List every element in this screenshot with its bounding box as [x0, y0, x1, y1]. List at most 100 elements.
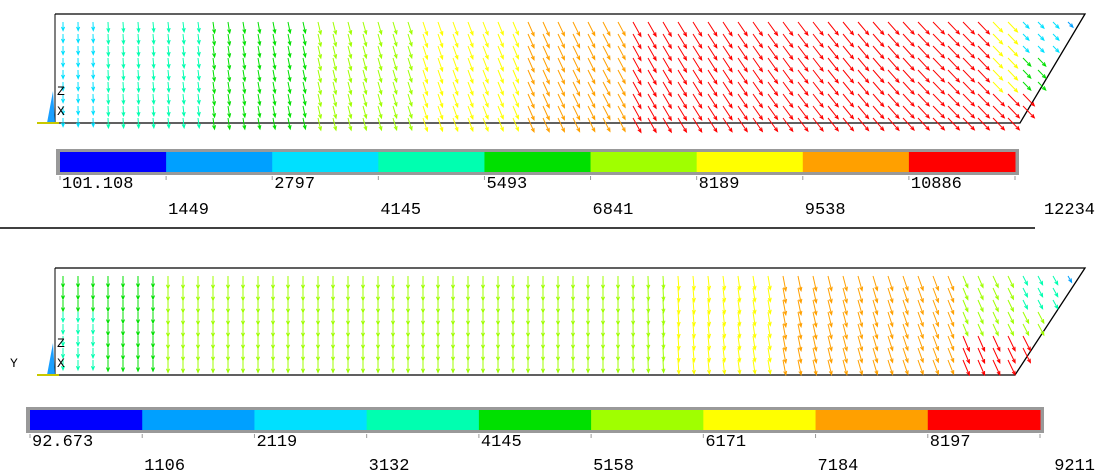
vector-arrow: [285, 312, 291, 326]
vector-arrow: [467, 69, 474, 85]
vector-arrow: [572, 105, 581, 121]
vector-arrow: [676, 323, 681, 340]
vector-arrow: [677, 21, 688, 38]
vector-arrow: [992, 347, 1001, 365]
vector-arrow: [842, 21, 855, 36]
vector-arrow: [75, 348, 81, 360]
triad: [47, 343, 55, 375]
vector-arrow: [872, 287, 879, 304]
vector-arrow: [360, 288, 366, 302]
vector-arrow: [330, 276, 336, 290]
vector-arrow: [1007, 33, 1019, 45]
vector-arrow: [617, 69, 626, 85]
vector-arrow: [180, 360, 186, 374]
vector-arrow: [495, 276, 501, 290]
vector-arrow: [615, 360, 621, 374]
vector-arrow: [525, 276, 531, 290]
vector-arrow: [767, 105, 779, 121]
vector-arrow: [75, 312, 81, 324]
vector-arrow: [362, 117, 368, 132]
vector-arrow: [392, 93, 398, 108]
legend-label: 4145: [380, 201, 421, 220]
vector-arrow: [105, 324, 111, 337]
vector-arrow: [570, 300, 576, 314]
vector-arrow: [1007, 57, 1019, 69]
vector-arrow: [812, 105, 824, 120]
vector-arrow: [872, 33, 885, 48]
vector-arrow: [887, 359, 894, 376]
vector-arrow: [570, 336, 576, 350]
vector-arrow: [270, 360, 276, 374]
vector-arrow: [465, 300, 471, 314]
legend-label: 5493: [486, 175, 527, 194]
vector-arrow: [917, 323, 924, 340]
vector-arrow: [106, 45, 111, 58]
vector-arrow: [797, 323, 803, 341]
vector-arrow: [91, 33, 96, 44]
vector-arrow: [240, 312, 246, 326]
legend-label: 8189: [699, 175, 740, 194]
vector-arrow: [587, 69, 596, 85]
vector-arrow: [752, 335, 757, 351]
vector-arrow: [872, 81, 885, 96]
vector-arrow: [227, 105, 232, 119]
vector-arrow: [90, 288, 96, 301]
vector-arrow: [106, 81, 111, 94]
vector-arrow: [932, 323, 940, 340]
vector-arrow: [195, 348, 201, 362]
vector-arrow: [600, 360, 606, 374]
vector-arrow: [707, 311, 712, 328]
vector-arrow: [270, 288, 276, 302]
vector-arrow: [932, 21, 946, 35]
vector-arrow: [75, 324, 81, 336]
vector-arrow: [662, 33, 672, 50]
vector-arrow: [767, 93, 779, 109]
vector-arrow: [917, 335, 924, 352]
vector-arrow: [452, 81, 459, 97]
vector-arrow: [646, 287, 651, 302]
vector-arrow: [752, 21, 764, 37]
vector-arrow: [360, 348, 366, 362]
vector-arrow: [377, 93, 383, 108]
vector-arrow: [1007, 323, 1014, 337]
vector-arrow: [782, 299, 788, 317]
vector-arrow: [1007, 299, 1014, 313]
vector-arrow: [555, 360, 561, 374]
vector-arrow: [615, 324, 621, 338]
vector-arrow: [917, 45, 931, 59]
vector-arrow: [180, 324, 186, 338]
vector-arrow: [91, 93, 96, 104]
vector-arrow: [615, 288, 621, 302]
vector-arrow: [362, 57, 368, 72]
vector-arrow: [1037, 81, 1047, 92]
vector-arrow: [737, 117, 748, 133]
vector-arrow: [242, 33, 247, 47]
vector-arrow: [242, 21, 247, 35]
vector-arrow: [136, 117, 141, 130]
vector-arrow: [302, 45, 307, 59]
vector-arrow: [722, 105, 733, 121]
vector-arrow: [962, 335, 970, 353]
vector-arrow: [842, 69, 855, 84]
vector-arrow: [722, 323, 727, 339]
vector-arrow: [136, 105, 141, 118]
vector-arrow: [542, 105, 550, 121]
vector-arrow: [572, 33, 581, 49]
vector-arrow: [315, 348, 321, 362]
vector-arrow: [60, 360, 66, 372]
vector-arrow: [647, 105, 657, 122]
vector-arrow: [135, 300, 141, 313]
vector-arrow: [212, 117, 217, 131]
vector-arrow: [542, 69, 550, 85]
vector-arrow: [1007, 69, 1019, 81]
vector-arrow: [437, 57, 444, 73]
vector-arrow: [362, 45, 368, 60]
vector-arrow: [932, 287, 940, 304]
vector-arrow: [600, 300, 606, 314]
vector-arrow: [707, 45, 718, 61]
vector-arrow: [467, 21, 474, 37]
vector-arrow: [420, 276, 426, 290]
vector-arrow: [302, 93, 307, 107]
vector-arrow: [737, 69, 748, 85]
vector-arrow: [272, 93, 277, 107]
